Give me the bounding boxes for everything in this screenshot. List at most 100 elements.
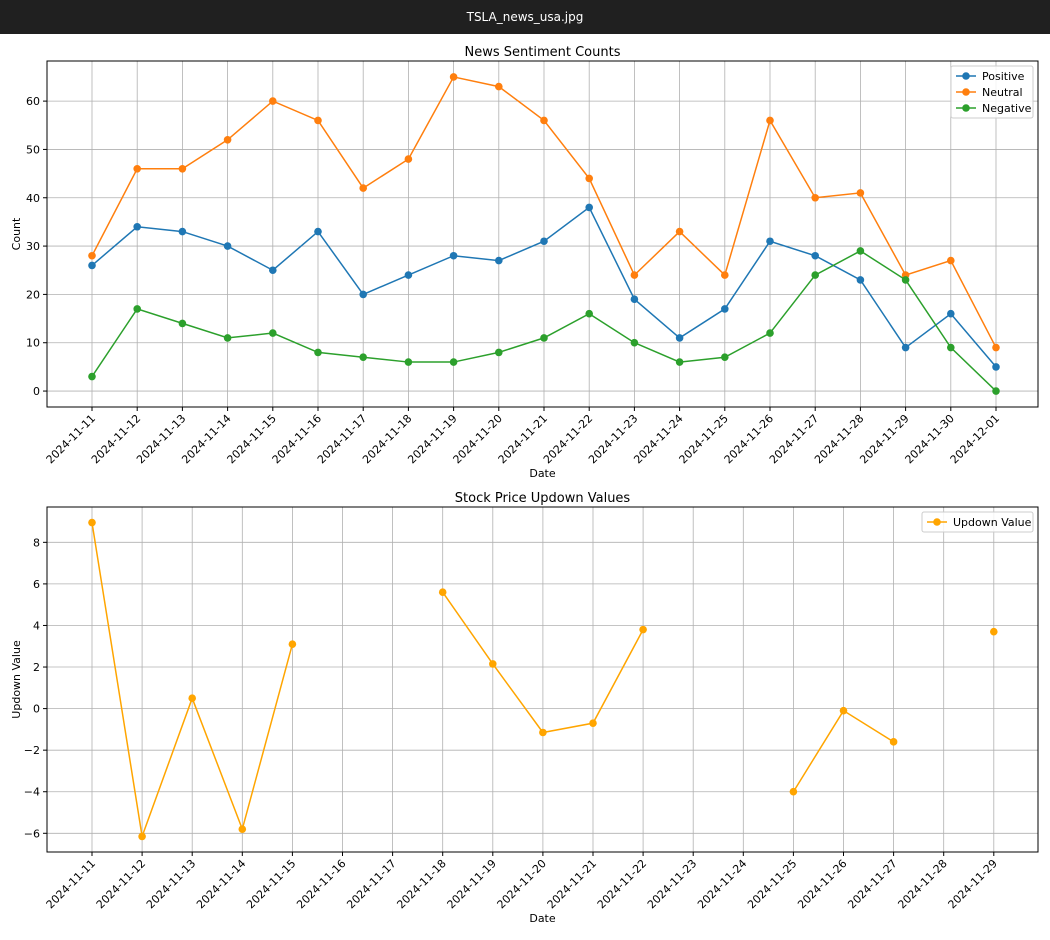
chart1-positive-point: [856, 276, 865, 284]
chart2-y-tick-label: −6: [24, 827, 40, 840]
chart2-x-tick-label: 2024-11-24: [695, 857, 749, 911]
chart2-legend-updown-value-label: Updown Value: [953, 516, 1032, 529]
chart1-y-tick-label: 10: [26, 337, 40, 350]
chart1-neutral-point: [992, 343, 1000, 352]
chart2-updown-value-point: [990, 627, 998, 636]
chart2-x-tick-label: 2024-11-22: [595, 857, 649, 911]
chart2-updown-value-point: [288, 640, 297, 648]
chart1-positive-point: [721, 305, 729, 313]
chart2-x-tick-label: 2024-11-16: [294, 857, 348, 911]
charts-svg: 01020304050602024-11-112024-11-122024-11…: [10, 45, 1039, 925]
chart1-positive-point: [901, 343, 910, 352]
chart2-x-tick-label: 2024-11-28: [895, 857, 949, 911]
chart2-y-tick-label: −2: [24, 744, 40, 757]
chart1-negative-point: [856, 247, 865, 255]
chart2-x-tick-label: 2024-11-27: [845, 857, 899, 911]
chart1-y-tick-label: 60: [26, 95, 40, 108]
chart2-updown-value-point: [489, 660, 497, 668]
chart1-neutral-point: [856, 189, 865, 197]
chart1-negative-point: [223, 334, 232, 342]
chart1-positive-point: [359, 290, 368, 299]
chart2-updown-value-point: [539, 728, 547, 737]
chart1-neutral-point: [540, 116, 548, 125]
chart1-negative-point: [133, 305, 141, 313]
chart2-x-tick-label: 2024-11-17: [344, 857, 398, 911]
chart2-x-tick-label: 2024-11-18: [394, 857, 448, 911]
chart2-updown-value-point: [889, 738, 898, 746]
chart1-neutral-point: [133, 164, 141, 173]
chart2-updown-value-point: [188, 694, 196, 703]
chart1-legend-positive-label: Positive: [982, 70, 1025, 83]
chart1-negative-point: [178, 319, 187, 328]
chart2-y-tick-label: 0: [33, 703, 40, 716]
chart2-x-tick-label: 2024-11-15: [244, 857, 298, 911]
chart2-updown-value-point: [138, 832, 146, 841]
chart1-y-tick-label: 0: [33, 385, 40, 398]
chart2-updown-value-point: [88, 518, 96, 527]
chart1-neutral-point: [766, 116, 774, 125]
chart2-legend-updown-value-marker: [933, 518, 941, 526]
chart1-positive-point: [449, 251, 458, 260]
chart2-updown-value-point: [238, 825, 247, 833]
chart1-negative-point: [314, 348, 322, 357]
chart1-y-tick-label: 50: [26, 143, 40, 156]
chart1-negative-point: [766, 329, 774, 337]
chart1-positive-point: [585, 203, 593, 212]
chart1-positive-point: [675, 334, 684, 342]
chart1-neutral-point: [359, 184, 368, 192]
chart1-positive-point: [223, 242, 232, 250]
chart1-negative-point: [359, 353, 368, 362]
chart1-negative-point: [540, 334, 548, 342]
chart1-positive-point: [269, 266, 277, 275]
chart2-x-tick-label: 2024-11-29: [946, 857, 1000, 911]
chart1-y-tick-label: 30: [26, 240, 40, 253]
chart1-positive-point: [540, 237, 548, 246]
chart1-negative-point: [269, 329, 277, 337]
chart1-negative-point: [947, 343, 955, 352]
chart2-x-tick-label: 2024-11-20: [495, 857, 549, 911]
chart2-x-tick-label: 2024-11-14: [194, 857, 248, 911]
chart1-neutral-point: [449, 73, 458, 81]
chart1-negative-point: [721, 353, 729, 362]
chart1-positive-point: [766, 237, 774, 246]
chart1-y-tick-label: 40: [26, 192, 40, 205]
chart1-positive-point: [178, 227, 187, 236]
chart1-neutral-point: [675, 227, 684, 236]
chart1-positive-point: [404, 271, 413, 279]
chart2-x-tick-label: 2024-11-21: [545, 857, 599, 911]
chart2-x-tick-label: 2024-11-12: [94, 857, 148, 911]
chart1-neutral-point: [88, 251, 96, 260]
chart2-x-tick-label: 2024-11-23: [645, 857, 699, 911]
chart-area: 0 10 20 30 40 50 60 2024-11-11 2024-11-12 2024-11…: [0, 34, 1050, 936]
chart1-plot-frame: [46, 60, 1039, 408]
chart2-legend-box: [921, 511, 1034, 533]
chart1-negative-point: [901, 276, 910, 284]
chart2-title: Stock Price Updown Values: [455, 491, 631, 506]
chart1-positive-point: [630, 295, 639, 304]
chart1-neutral-point: [721, 271, 729, 279]
chart2-y-axis-label: Updown Value: [10, 640, 23, 719]
chart2-y-tick-label: −4: [24, 786, 40, 799]
chart2-updown-value-point: [639, 625, 647, 634]
chart2-y-tick-label: 6: [33, 578, 40, 591]
chart1-positive-point: [992, 363, 1000, 371]
chart1-negative-point: [449, 358, 458, 366]
window-title-bar: TSLA_news_usa.jpg: [0, 0, 1050, 34]
chart2-x-tick-label: 2024-11-26: [795, 857, 849, 911]
chart1-negative-point: [992, 387, 1000, 395]
chart1-negative-point: [404, 358, 413, 366]
window-title: TSLA_news_usa.jpg: [466, 10, 584, 24]
chart1-neutral-point: [811, 193, 819, 202]
chart1-neutral-point: [314, 116, 322, 125]
chart2-x-tick-label: 2024-11-11: [44, 857, 98, 911]
chart2-y-tick-label: 4: [33, 619, 40, 632]
chart2-updown-value-point: [438, 588, 447, 597]
chart1-legend-neutral-label: Neutral: [982, 86, 1023, 99]
chart1-positive-point: [133, 222, 141, 231]
chart1-title: News Sentiment Counts: [465, 45, 621, 60]
chart1-neutral-point: [223, 135, 232, 144]
chart1-neutral-point: [178, 164, 187, 173]
chart1-legend-negative-marker: [962, 104, 970, 112]
chart2-updown-value-point: [589, 719, 597, 727]
chart2-x-tick-label: 2024-11-19: [445, 857, 499, 911]
